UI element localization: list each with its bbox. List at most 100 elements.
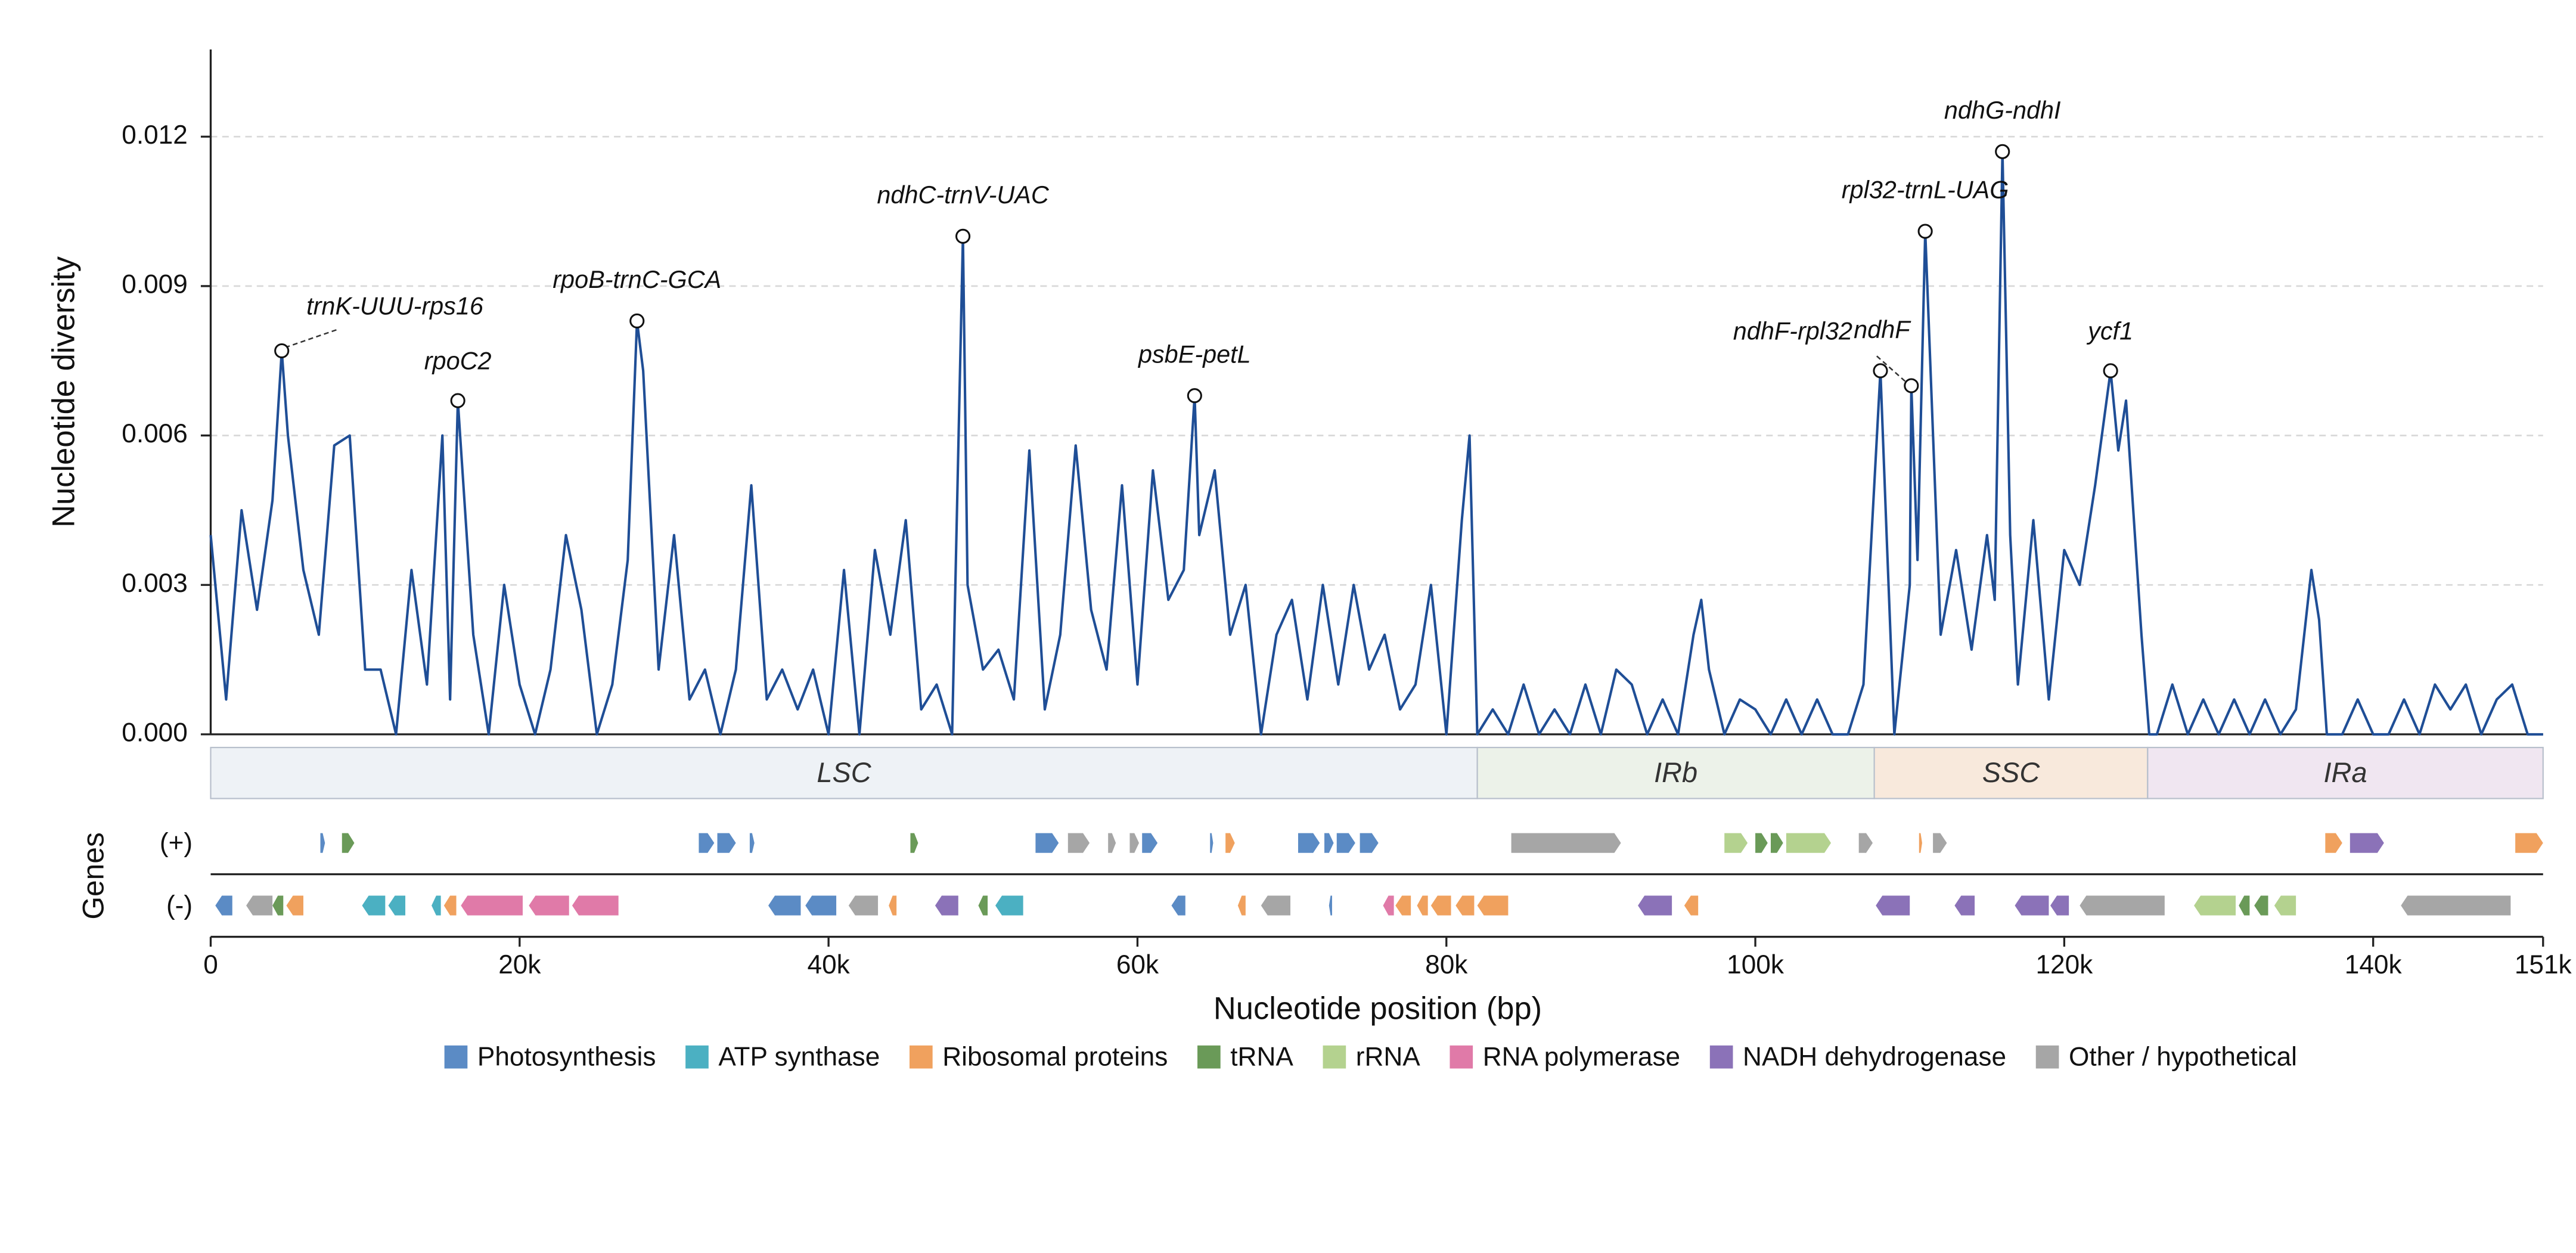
- gene: [1770, 833, 1783, 853]
- annotation-marker: [955, 228, 971, 244]
- legend-label: rRNA: [1356, 1043, 1421, 1072]
- region-label: IRa: [2324, 757, 2367, 788]
- x-axis-label: Nucleotide position (bp): [1213, 992, 1542, 1026]
- gene: [805, 895, 837, 916]
- x-tick-label: 60k: [1116, 950, 1159, 979]
- y-tick-label: 0.000: [122, 718, 188, 748]
- legend-label: RNA polymerase: [1483, 1043, 1680, 1072]
- x-tick-label: 80k: [1425, 950, 1468, 979]
- gene: [1395, 895, 1411, 916]
- gene: [1511, 833, 1621, 853]
- annotation-label: rpl32-trnL-UAG: [1842, 176, 2009, 204]
- gene: [1455, 895, 1475, 916]
- x-tick-label: 20k: [498, 950, 541, 979]
- x-tick-label: 151k: [2515, 950, 2572, 979]
- gene: [1954, 895, 1975, 916]
- gene: [768, 895, 801, 916]
- gene: [286, 895, 303, 916]
- gene: [388, 895, 406, 916]
- gene: [272, 895, 284, 916]
- gene: [995, 895, 1023, 916]
- gene: [1324, 833, 1334, 853]
- legend-label: Photosynthesis: [477, 1043, 656, 1072]
- gene: [2050, 895, 2069, 916]
- legend-swatch: [1709, 1045, 1733, 1069]
- legend-swatch: [1450, 1045, 1473, 1069]
- gene: [1142, 833, 1158, 853]
- gene: [1786, 833, 1832, 853]
- gene: [2254, 895, 2268, 916]
- gene: [1755, 833, 1768, 853]
- gene: [1430, 895, 1451, 916]
- legend-swatch: [685, 1045, 709, 1069]
- annotation-label: psbE-petL: [1137, 340, 1251, 368]
- legend-label: ATP synthase: [718, 1043, 880, 1072]
- y-tick-label: 0.003: [122, 569, 188, 598]
- region-label: SSC: [1982, 757, 2041, 788]
- legend-label: Other / hypothetical: [2069, 1043, 2297, 1072]
- x-tick-label: 100k: [1727, 950, 1784, 979]
- annotation-marker: [1873, 363, 1888, 379]
- annotation-label: ndhF-rpl32: [1733, 317, 1852, 345]
- annotation-marker: [1904, 378, 1919, 393]
- track-title: Genes: [76, 832, 110, 919]
- gene: [1035, 833, 1059, 853]
- gene: [717, 833, 736, 853]
- gene: [910, 833, 918, 853]
- gene: [2401, 895, 2511, 916]
- annotation-label: trnK-UUU-rps16: [306, 293, 484, 320]
- gene: [1360, 833, 1379, 853]
- gene: [1067, 833, 1090, 853]
- y-axis-label: Nucleotide diversity: [46, 256, 81, 528]
- x-tick-label: 0: [203, 950, 218, 979]
- gene: [246, 895, 273, 916]
- legend-label: Ribosomal proteins: [942, 1043, 1168, 1072]
- x-tick-label: 120k: [2035, 950, 2093, 979]
- gene: [432, 895, 441, 916]
- y-tick-label: 0.012: [122, 120, 188, 150]
- gene: [749, 833, 755, 853]
- legend-swatch: [910, 1045, 933, 1069]
- gene: [935, 895, 958, 916]
- gene: [2325, 833, 2342, 853]
- annotation-label: rpoB-trnC-GCA: [553, 266, 721, 293]
- region-label: IRb: [1654, 757, 1697, 788]
- gene: [1919, 833, 1922, 853]
- gene: [2239, 895, 2250, 916]
- gene: [529, 895, 569, 916]
- gene: [978, 895, 988, 916]
- region: [1873, 746, 2149, 799]
- gene: [699, 833, 715, 853]
- legend-label: tRNA: [1230, 1043, 1293, 1072]
- region: [2147, 746, 2544, 799]
- legend-swatch: [1197, 1045, 1221, 1069]
- annotation-label: rpoC2: [424, 348, 492, 375]
- gene: [320, 833, 325, 853]
- x-tick-label: 140k: [2345, 950, 2403, 979]
- gene: [1477, 895, 1509, 916]
- gene: [2515, 833, 2543, 853]
- gene: [1210, 833, 1213, 853]
- annotation-marker: [1995, 144, 2010, 159]
- legend-swatch: [444, 1045, 468, 1069]
- gene: [1108, 833, 1116, 853]
- diversity-line: [209, 150, 2543, 736]
- gene: [2080, 895, 2165, 916]
- annotation-label: ndhF: [1854, 316, 1911, 343]
- region: [1476, 746, 1875, 799]
- track-label: (-): [166, 891, 193, 920]
- annotation-marker: [274, 343, 290, 359]
- gene: [1933, 833, 1947, 853]
- region: [210, 746, 1478, 799]
- gene: [1261, 895, 1291, 916]
- annotation-label: ndhC-trnV-UAC: [877, 181, 1049, 209]
- x-tick-label: 40k: [808, 950, 851, 979]
- legend-label: NADH dehydrogenase: [1743, 1043, 2006, 1072]
- annotation-marker: [2103, 363, 2118, 379]
- gene: [215, 895, 232, 916]
- gene: [2194, 895, 2236, 916]
- gene: [1329, 895, 1332, 916]
- gene: [2274, 895, 2296, 916]
- annotation-leader: [1876, 355, 1907, 383]
